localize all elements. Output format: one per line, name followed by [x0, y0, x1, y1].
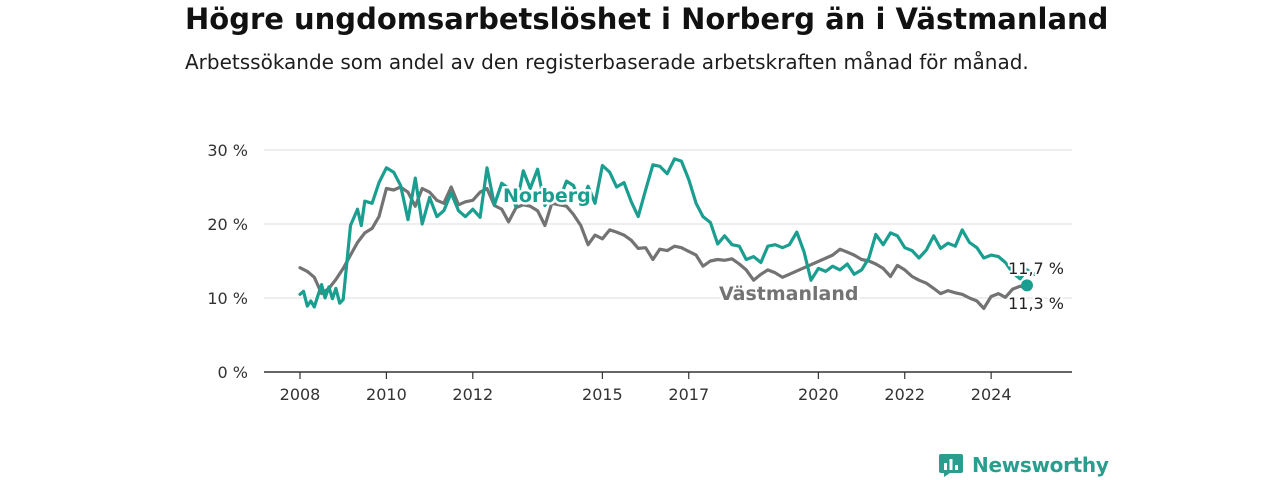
- end-value-label-västmanland: 11,3 %: [1008, 294, 1064, 313]
- y-tick-label: 30 %: [207, 141, 248, 160]
- end-point-marker: [1021, 279, 1033, 292]
- series-line-västmanland: [298, 185, 1029, 310]
- brand-logo: Newsworthy: [938, 450, 1109, 480]
- end-value-label-norberg: 11,7 %: [1008, 259, 1064, 278]
- x-tick-label: 2024: [971, 385, 1012, 404]
- series-label-norberg: Norberg: [503, 185, 591, 207]
- x-axis: 2008 2010 2012 2015 2017 2020 2022 2024: [264, 371, 1072, 404]
- series-lines: [298, 157, 1036, 310]
- y-tick-label: 10 %: [207, 289, 248, 308]
- newsworthy-logo-icon: [939, 454, 963, 477]
- x-tick-label: 2020: [798, 385, 839, 404]
- chart-subtitle: Arbetssökande som andel av den registerb…: [185, 50, 1029, 74]
- series-labels: Västmanland Norberg 11,3 % 11,7 %: [501, 183, 1067, 316]
- y-grid: 0 % 10 % 20 % 30 %: [207, 141, 1072, 382]
- series-label-västmanland: Västmanland: [719, 283, 859, 305]
- x-tick-label: 2015: [582, 385, 623, 404]
- brand-name: Newsworthy: [972, 453, 1109, 477]
- x-tick-label: 2022: [884, 385, 925, 404]
- x-tick-label: 2012: [452, 385, 493, 404]
- x-tick-label: 2008: [280, 385, 321, 404]
- chart-title: Högre ungdomsarbetslöshet i Norberg än i…: [185, 2, 1109, 36]
- x-tick-label: 2017: [668, 385, 709, 404]
- y-tick-label: 0 %: [218, 363, 248, 382]
- y-tick-label: 20 %: [207, 215, 248, 234]
- x-tick-label: 2010: [366, 385, 407, 404]
- series-line-norberg: [298, 157, 1036, 309]
